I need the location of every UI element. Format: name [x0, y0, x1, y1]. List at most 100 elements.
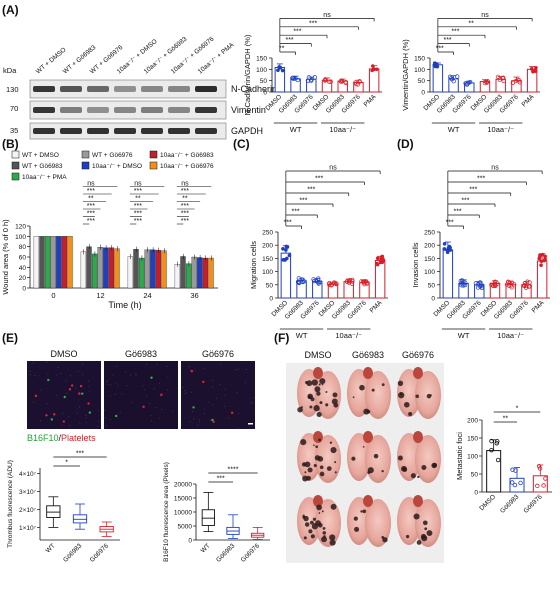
blot-band-gapdh [87, 128, 109, 134]
bar [442, 249, 454, 299]
y-tick-label: 0 [269, 296, 273, 303]
background-speck [212, 380, 214, 382]
metastatic-nodule [309, 520, 314, 525]
lung-lobe [315, 499, 341, 547]
micro-legend: B16F10/Platelets [27, 433, 96, 443]
background-speck [234, 369, 236, 371]
bar [150, 249, 156, 289]
data-point [509, 285, 514, 290]
bar [197, 257, 203, 289]
legend-label: WT + Gö6976 [92, 152, 133, 159]
background-speck [32, 401, 34, 403]
data-point [281, 246, 285, 251]
metastatic-nodule [362, 446, 365, 448]
x-tick-label: 24 [143, 291, 151, 300]
data-point [543, 254, 547, 259]
y-tick-label: 150 [262, 256, 273, 263]
background-speck [107, 380, 109, 382]
background-speck [85, 414, 87, 416]
background-speck [167, 376, 169, 378]
sig-label: *** [293, 29, 301, 36]
metastatic-nodule [303, 536, 307, 540]
data-point [447, 244, 452, 249]
metastatic-nodule [322, 527, 326, 530]
metastatic-nodule [316, 504, 322, 511]
metastatic-nodule [397, 380, 404, 386]
y-tick-label: 1×10⁷ [19, 525, 37, 532]
lung-lobe [365, 499, 391, 547]
blot-band-ncadherin [195, 86, 217, 92]
bar [155, 250, 162, 289]
sig-label: *** [181, 188, 189, 195]
y-tick-label: 100 [15, 234, 26, 241]
bar [127, 256, 134, 289]
background-speck [192, 410, 194, 412]
background-speck [236, 368, 238, 370]
sig-label: *** [87, 218, 95, 225]
background-speck [219, 384, 221, 386]
metastatic-nodule [307, 393, 313, 400]
bar [290, 78, 301, 93]
metastatic-nodule [312, 517, 317, 521]
sig-label: *** [469, 187, 477, 194]
data-point [536, 463, 542, 469]
background-speck [150, 420, 152, 422]
fluorescent-cell [212, 420, 215, 424]
metastatic-nodule [322, 531, 327, 535]
legend-swatch [81, 161, 90, 170]
y-tick-label: 200 [424, 243, 435, 250]
metastatic-nodule [309, 405, 313, 409]
lung-hilum [363, 495, 373, 507]
data-point [370, 68, 374, 73]
background-speck [98, 409, 100, 411]
data-point [375, 256, 380, 261]
metastatic-nodule [325, 403, 329, 407]
blot-band-ncadherin [33, 86, 55, 92]
background-speck [245, 382, 247, 384]
chart-thrombus: WT Gö6983 Gö6976****Thrombus fluorescence … [7, 451, 120, 564]
data-point [314, 279, 319, 284]
metastatic-nodule [306, 380, 313, 387]
y-axis-label: Wound area (% of 0 h) [1, 219, 10, 295]
background-speck [109, 395, 111, 397]
lung-lobe [347, 433, 371, 481]
data-point [538, 253, 542, 258]
lung-photos: DMSO Gö6983 Gö6976 [286, 350, 444, 563]
metastatic-nodule [300, 439, 307, 446]
background-speck [193, 418, 195, 420]
bar [185, 263, 192, 289]
sig-label: *** [181, 211, 189, 218]
fluorescent-cell [70, 384, 74, 387]
x-tick-label: WT [200, 542, 212, 554]
background-speck [56, 374, 58, 376]
x-axis-label: Time (h) [108, 300, 141, 310]
background-speck [126, 385, 128, 387]
panel-label-f: (F) [274, 331, 289, 345]
metastatic-nodule [311, 379, 318, 386]
data-point [442, 241, 447, 246]
micro-title-dmso: DMSO [51, 349, 78, 359]
background-speck [236, 392, 238, 394]
y-tick-label: 250 [424, 230, 435, 237]
background-speck [110, 418, 112, 420]
data-point [448, 248, 453, 252]
bar [39, 236, 45, 289]
y-tick-label: 100 [262, 269, 273, 276]
background-speck [40, 420, 42, 422]
group-label-wt: WT [448, 125, 460, 134]
metastatic-nodule [334, 461, 337, 464]
blot-band-vimentin [195, 107, 217, 113]
data-point [359, 279, 364, 284]
blot-band-vimentin [168, 107, 190, 113]
blot-band-gapdh [114, 128, 136, 134]
x-tick-label: WT [45, 542, 57, 554]
sig-label: ** [468, 20, 474, 27]
blot-band-ncadherin [141, 86, 163, 92]
data-point [459, 283, 464, 288]
y-tick-label: 0 [421, 90, 425, 97]
data-point [284, 244, 289, 249]
metastatic-nodule [354, 526, 360, 532]
sig-label: *** [76, 451, 84, 458]
data-point [343, 80, 348, 85]
background-speck [60, 372, 62, 374]
